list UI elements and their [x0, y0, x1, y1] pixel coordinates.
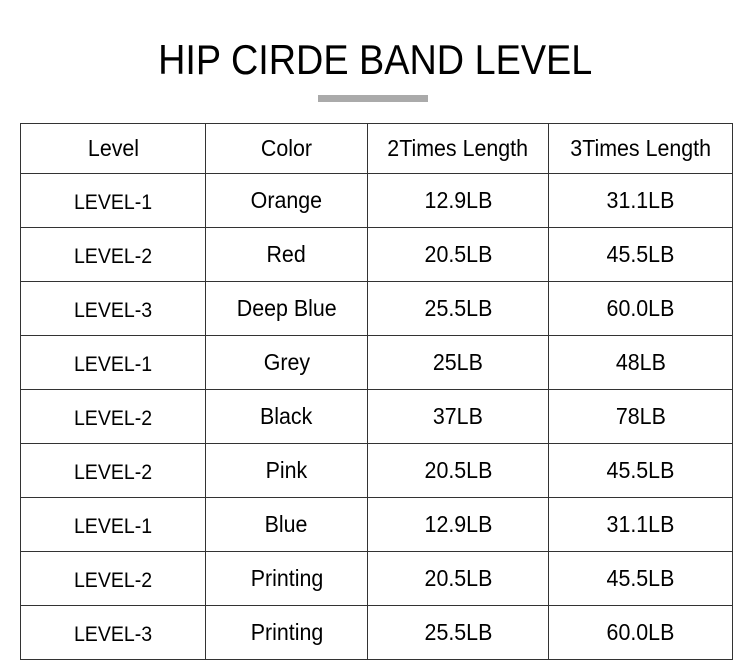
three-times-length-cell: 78LB [548, 389, 733, 444]
color-cell: Printing [205, 605, 368, 660]
two-times-length-cell: 12.9LB [367, 173, 549, 228]
table-row: LEVEL-2 Printing 20.5LB 45.5LB [20, 551, 733, 606]
three-times-length-cell: 45.5LB [548, 443, 733, 498]
three-times-length-cell: 60.0LB [548, 281, 733, 336]
header-cell: 3Times Length [548, 123, 733, 174]
color-cell: Pink [205, 443, 368, 498]
two-times-length-cell: 25.5LB [367, 281, 549, 336]
level-cell: LEVEL-2 [20, 227, 206, 282]
two-times-length-cell: 20.5LB [367, 443, 549, 498]
two-times-length-cell: 12.9LB [367, 497, 549, 552]
header-cell: Level [20, 123, 206, 174]
table-row: LEVEL-2 Pink 20.5LB 45.5LB [20, 443, 733, 498]
level-cell: LEVEL-1 [20, 335, 206, 390]
table-row: LEVEL-3 Deep Blue 25.5LB 60.0LB [20, 281, 733, 336]
two-times-length-cell: 20.5LB [367, 551, 549, 606]
three-times-length-cell: 60.0LB [548, 605, 733, 660]
level-cell: LEVEL-1 [20, 173, 206, 228]
color-cell: Red [205, 227, 368, 282]
three-times-length-cell: 31.1LB [548, 497, 733, 552]
color-cell: Grey [205, 335, 368, 390]
color-cell: Orange [205, 173, 368, 228]
table-row: LEVEL-2 Red 20.5LB 45.5LB [20, 227, 733, 282]
table-header-row: Level Color 2Times Length 3Times Length [20, 123, 733, 174]
level-cell: LEVEL-2 [20, 443, 206, 498]
band-level-table: Level Color 2Times Length 3Times Length … [20, 123, 733, 660]
color-cell: Deep Blue [205, 281, 368, 336]
two-times-length-cell: 37LB [367, 389, 549, 444]
level-cell: LEVEL-1 [20, 497, 206, 552]
table-row: LEVEL-3 Printing 25.5LB 60.0LB [20, 605, 733, 660]
color-cell: Blue [205, 497, 368, 552]
level-cell: LEVEL-2 [20, 551, 206, 606]
table-row: LEVEL-1 Grey 25LB 48LB [20, 335, 733, 390]
color-cell: Printing [205, 551, 368, 606]
color-cell: Black [205, 389, 368, 444]
header-cell: Color [205, 123, 368, 174]
page-title: HIP CIRDE BAND LEVEL [157, 36, 593, 83]
level-cell: LEVEL-2 [20, 389, 206, 444]
three-times-length-cell: 31.1LB [548, 173, 733, 228]
two-times-length-cell: 25LB [367, 335, 549, 390]
table-row: LEVEL-1 Blue 12.9LB 31.1LB [20, 497, 733, 552]
three-times-length-cell: 45.5LB [548, 227, 733, 282]
table-row: LEVEL-2 Black 37LB 78LB [20, 389, 733, 444]
table-row: LEVEL-1 Orange 12.9LB 31.1LB [20, 173, 733, 228]
two-times-length-cell: 20.5LB [367, 227, 549, 282]
title-divider [318, 95, 428, 102]
level-cell: LEVEL-3 [20, 605, 206, 660]
three-times-length-cell: 45.5LB [548, 551, 733, 606]
header-cell: 2Times Length [367, 123, 549, 174]
three-times-length-cell: 48LB [548, 335, 733, 390]
two-times-length-cell: 25.5LB [367, 605, 549, 660]
level-cell: LEVEL-3 [20, 281, 206, 336]
